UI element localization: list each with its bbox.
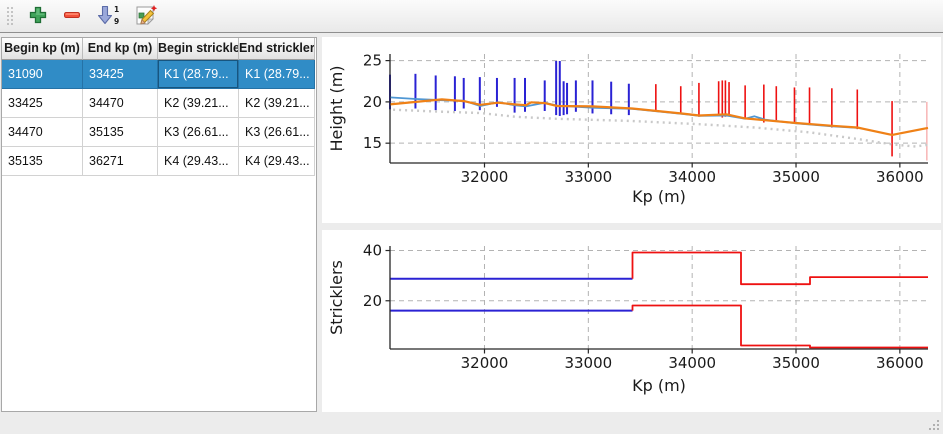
stricklers-chart[interactable]: 32000 33000 34000 35000 36000 20 40 Kp (m) Stric… [322,230,941,411]
column-header-2[interactable]: Begin strickler [158,38,239,60]
cell-begin-kp[interactable]: 33425 [2,89,83,118]
column-header-0[interactable]: Begin kp (m) [2,38,83,60]
y-tick-label: 20 [363,292,382,310]
column-header-3[interactable]: End strickler [239,38,315,60]
bed-profile-line [389,98,929,137]
minus-icon [62,5,82,28]
edit-stricklers-button[interactable] [130,3,162,29]
x-axis-label: Kp (m) [632,187,686,206]
status-bar [0,413,943,434]
x-tick-label: 35000 [772,168,820,186]
x-tick-label: 32000 [461,354,509,372]
y-tick-label: 40 [363,242,382,260]
cross-sections-downstream [655,80,893,157]
cell-end-kp[interactable]: 35135 [83,118,158,147]
table-row[interactable]: 35135 36271 K4 (29.43... K4 (29.43... [2,147,316,176]
y-tick-label: 20 [363,93,382,111]
table-header-row: Begin kp (m) End kp (m) Begin strickler End… [2,38,316,60]
height-profile-chart[interactable]: 32000 33000 34000 35000 36000 15 20 25 Kp (m) Hei… [322,37,941,210]
x-tick-label: 32000 [461,168,509,186]
x-tick-label: 36000 [876,354,924,372]
strickler-minor [631,304,928,349]
cell-end-kp[interactable]: 33425 [83,60,158,89]
cell-begin-kp[interactable]: 31090 [2,60,83,89]
x-tick-label: 33000 [564,168,612,186]
chart-separator [322,223,941,230]
strickler-major [631,251,928,286]
toolbar: 1 9 [0,0,943,33]
svg-text:9: 9 [114,17,119,26]
cell-end-strickler[interactable]: K3 (26.61... [239,118,315,147]
x-tick-label: 34000 [668,168,716,186]
column-header-1[interactable]: End kp (m) [83,38,158,60]
y-axis-label: Height (m) [327,65,346,151]
cell-end-strickler[interactable]: K2 (39.21... [239,89,315,118]
y-axis-label: Stricklers [327,260,346,335]
cell-end-kp[interactable]: 34470 [83,89,158,118]
toolbar-grip[interactable] [6,6,13,26]
cell-begin-kp[interactable]: 34470 [2,118,83,147]
cell-begin-kp[interactable]: 35135 [2,147,83,176]
charts-panel: 32000 33000 34000 35000 36000 15 20 25 Kp (m) Hei… [322,37,941,412]
y-tick-label: 15 [363,134,382,152]
x-tick-label: 33000 [564,354,612,372]
cell-begin-strickler[interactable]: K4 (29.43... [158,147,239,176]
lower-envelope-dotted [393,108,929,148]
cell-begin-strickler[interactable]: K1 (28.79... [158,60,239,89]
cell-begin-strickler[interactable]: K2 (39.21... [158,89,239,118]
x-tick-label: 34000 [668,354,716,372]
sort-numeric-icon: 1 9 [95,4,121,29]
remove-row-button[interactable] [58,3,86,29]
cell-begin-strickler[interactable]: K3 (26.61... [158,118,239,147]
x-tick-label: 36000 [876,168,924,186]
svg-text:1: 1 [114,5,119,14]
plus-icon [28,5,48,28]
cell-end-kp[interactable]: 36271 [83,147,158,176]
x-tick-label: 35000 [772,354,820,372]
x-axis-label: Kp (m) [632,376,686,395]
y-tick-label: 25 [363,52,382,70]
table-row[interactable]: 31090 33425 K1 (28.79... K1 (28.79... [2,60,316,89]
sort-rows-button[interactable]: 1 9 [92,3,124,29]
table-row[interactable]: 33425 34470 K2 (39.21... K2 (39.21... [2,89,316,118]
cell-end-strickler[interactable]: K4 (29.43... [239,147,315,176]
cell-end-strickler[interactable]: K1 (28.79... [239,60,315,89]
strickler-reach-table: Begin kp (m) End kp (m) Begin strickler End… [1,37,317,412]
table-body: 31090 33425 K1 (28.79... K1 (28.79... 33425 3… [2,60,316,176]
table-row[interactable]: 34470 35135 K3 (26.61... K3 (26.61... [2,118,316,147]
window-resize-grip[interactable] [929,420,940,431]
add-row-button[interactable] [24,3,52,29]
edit-pencil-icon [134,4,158,29]
